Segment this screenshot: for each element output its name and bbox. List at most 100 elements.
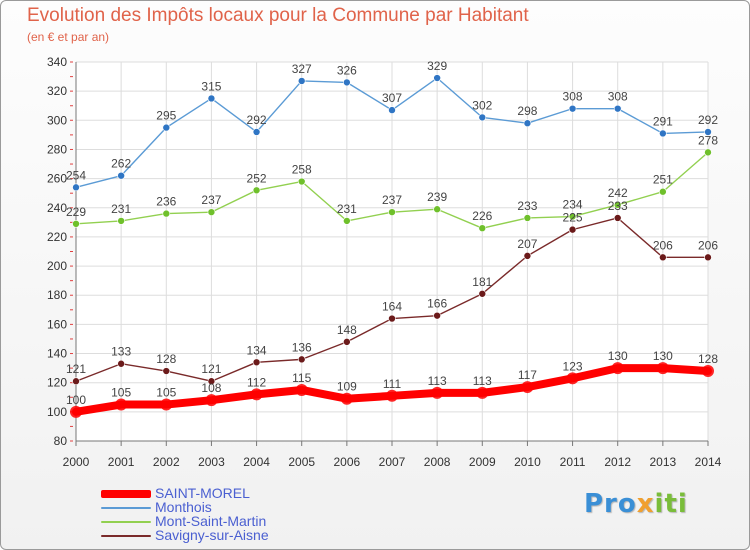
data-label-savigny-sur-aisne: 164 bbox=[382, 300, 402, 314]
data-point-savigny-sur-aisne bbox=[659, 253, 667, 262]
data-label-monthois: 262 bbox=[111, 157, 131, 171]
data-point-mont-saint-martin bbox=[433, 205, 441, 214]
data-label-monthois: 315 bbox=[201, 79, 221, 93]
data-point-savigny-sur-aisne bbox=[72, 377, 80, 386]
data-label-saint-morel: 128 bbox=[698, 352, 718, 366]
data-point-monthois bbox=[478, 113, 487, 122]
legend: SAINT-MOREL Monthois Mont-Saint-Martin S… bbox=[101, 485, 341, 543]
data-point-mont-saint-martin bbox=[523, 214, 532, 222]
x-tick-label: 2000 bbox=[63, 455, 90, 469]
data-point-monthois bbox=[659, 129, 667, 138]
data-point-mont-saint-martin bbox=[207, 208, 216, 216]
y-tick-label: 260 bbox=[47, 172, 67, 186]
data-label-saint-morel: 105 bbox=[111, 386, 131, 400]
legend-swatch-saint-morel bbox=[101, 490, 151, 498]
data-point-monthois bbox=[343, 78, 351, 87]
legend-label-monthois: Monthois bbox=[155, 499, 212, 515]
data-point-savigny-sur-aisne bbox=[388, 314, 396, 323]
data-label-monthois: 292 bbox=[247, 113, 267, 127]
data-label-savigny-sur-aisne: 133 bbox=[111, 345, 131, 359]
data-point-savigny-sur-aisne bbox=[343, 338, 351, 346]
data-label-savigny-sur-aisne: 128 bbox=[156, 352, 176, 366]
data-point-saint-morel bbox=[250, 388, 263, 401]
data-label-mont-saint-martin: 226 bbox=[472, 209, 492, 223]
y-tick-label: 140 bbox=[47, 347, 67, 361]
y-tick-label: 120 bbox=[47, 376, 67, 390]
data-label-savigny-sur-aisne: 206 bbox=[698, 238, 718, 252]
data-label-monthois: 307 bbox=[382, 91, 402, 105]
data-label-mont-saint-martin: 233 bbox=[517, 199, 537, 213]
legend-item-savigny-sur-aisne: Savigny-sur-Aisne bbox=[101, 527, 341, 543]
data-point-savigny-sur-aisne bbox=[568, 225, 577, 234]
x-tick-label: 2013 bbox=[650, 455, 677, 469]
data-point-monthois bbox=[72, 183, 80, 192]
data-point-savigny-sur-aisne bbox=[523, 252, 532, 260]
data-point-monthois bbox=[297, 77, 306, 85]
data-point-saint-morel bbox=[386, 389, 398, 402]
data-point-saint-morel bbox=[566, 372, 579, 385]
data-point-mont-saint-martin bbox=[659, 187, 667, 196]
y-tick-label: 200 bbox=[47, 259, 67, 273]
logo-part-1: Pro bbox=[584, 489, 637, 519]
data-point-monthois bbox=[523, 119, 532, 128]
data-label-savigny-sur-aisne: 148 bbox=[337, 323, 357, 337]
x-tick-label: 2005 bbox=[288, 455, 315, 469]
data-point-mont-saint-martin bbox=[343, 217, 351, 225]
data-point-savigny-sur-aisne bbox=[478, 289, 487, 298]
data-label-monthois: 254 bbox=[66, 168, 86, 182]
data-label-savigny-sur-aisne: 121 bbox=[201, 362, 221, 376]
data-label-saint-morel: 123 bbox=[563, 359, 583, 373]
data-label-savigny-sur-aisne: 206 bbox=[653, 238, 673, 252]
y-tick-label: 180 bbox=[47, 288, 67, 302]
logo-part-3: iti bbox=[654, 489, 688, 519]
data-point-saint-morel bbox=[431, 386, 444, 399]
data-label-mont-saint-martin: 252 bbox=[247, 171, 267, 185]
data-point-monthois bbox=[704, 128, 712, 136]
data-point-savigny-sur-aisne bbox=[297, 355, 306, 364]
data-label-saint-morel: 112 bbox=[247, 375, 266, 389]
data-label-mont-saint-martin: 234 bbox=[563, 198, 583, 212]
y-tick-label: 280 bbox=[47, 142, 67, 156]
data-label-monthois: 329 bbox=[427, 59, 447, 73]
data-label-savigny-sur-aisne: 233 bbox=[608, 199, 628, 213]
data-label-mont-saint-martin: 258 bbox=[292, 163, 312, 177]
data-point-saint-morel bbox=[476, 386, 489, 399]
data-point-mont-saint-martin bbox=[162, 209, 171, 218]
y-tick-label: 220 bbox=[47, 230, 67, 244]
x-tick-label: 2003 bbox=[198, 455, 225, 469]
data-point-saint-morel bbox=[656, 362, 669, 375]
legend-label-saint-morel: SAINT-MOREL bbox=[155, 485, 250, 501]
data-point-savigny-sur-aisne bbox=[704, 253, 712, 262]
data-point-mont-saint-martin bbox=[297, 177, 306, 186]
legend-item-monthois: Monthois bbox=[101, 499, 341, 515]
x-tick-label: 2006 bbox=[334, 455, 361, 469]
x-tick-label: 2007 bbox=[379, 455, 406, 469]
data-label-mont-saint-martin: 231 bbox=[111, 202, 131, 216]
data-label-saint-morel: 130 bbox=[653, 349, 673, 363]
data-point-saint-morel bbox=[611, 362, 624, 375]
logo-part-2: x bbox=[636, 489, 655, 519]
x-tick-label: 2004 bbox=[243, 455, 270, 469]
data-point-saint-morel bbox=[521, 381, 534, 394]
legend-swatch-monthois bbox=[101, 507, 151, 509]
data-label-savigny-sur-aisne: 225 bbox=[563, 211, 583, 225]
data-point-savigny-sur-aisne bbox=[162, 367, 171, 375]
data-point-mont-saint-martin bbox=[388, 208, 396, 216]
data-point-saint-morel bbox=[702, 365, 714, 378]
data-label-monthois: 295 bbox=[156, 109, 176, 123]
data-label-monthois: 291 bbox=[653, 114, 673, 128]
x-tick-label: 2012 bbox=[604, 455, 631, 469]
data-point-monthois bbox=[117, 171, 125, 180]
legend-swatch-mont-saint-martin bbox=[101, 521, 151, 523]
data-label-savigny-sur-aisne: 207 bbox=[517, 237, 537, 251]
data-point-savigny-sur-aisne bbox=[613, 214, 622, 222]
data-label-mont-saint-martin: 242 bbox=[608, 186, 628, 200]
data-label-monthois: 292 bbox=[698, 113, 718, 127]
x-tick-label: 2010 bbox=[514, 455, 541, 469]
data-point-saint-morel bbox=[115, 398, 128, 411]
data-point-saint-morel bbox=[70, 405, 82, 418]
data-label-monthois: 327 bbox=[292, 62, 312, 76]
data-point-monthois bbox=[613, 104, 622, 113]
data-point-savigny-sur-aisne bbox=[117, 359, 125, 368]
